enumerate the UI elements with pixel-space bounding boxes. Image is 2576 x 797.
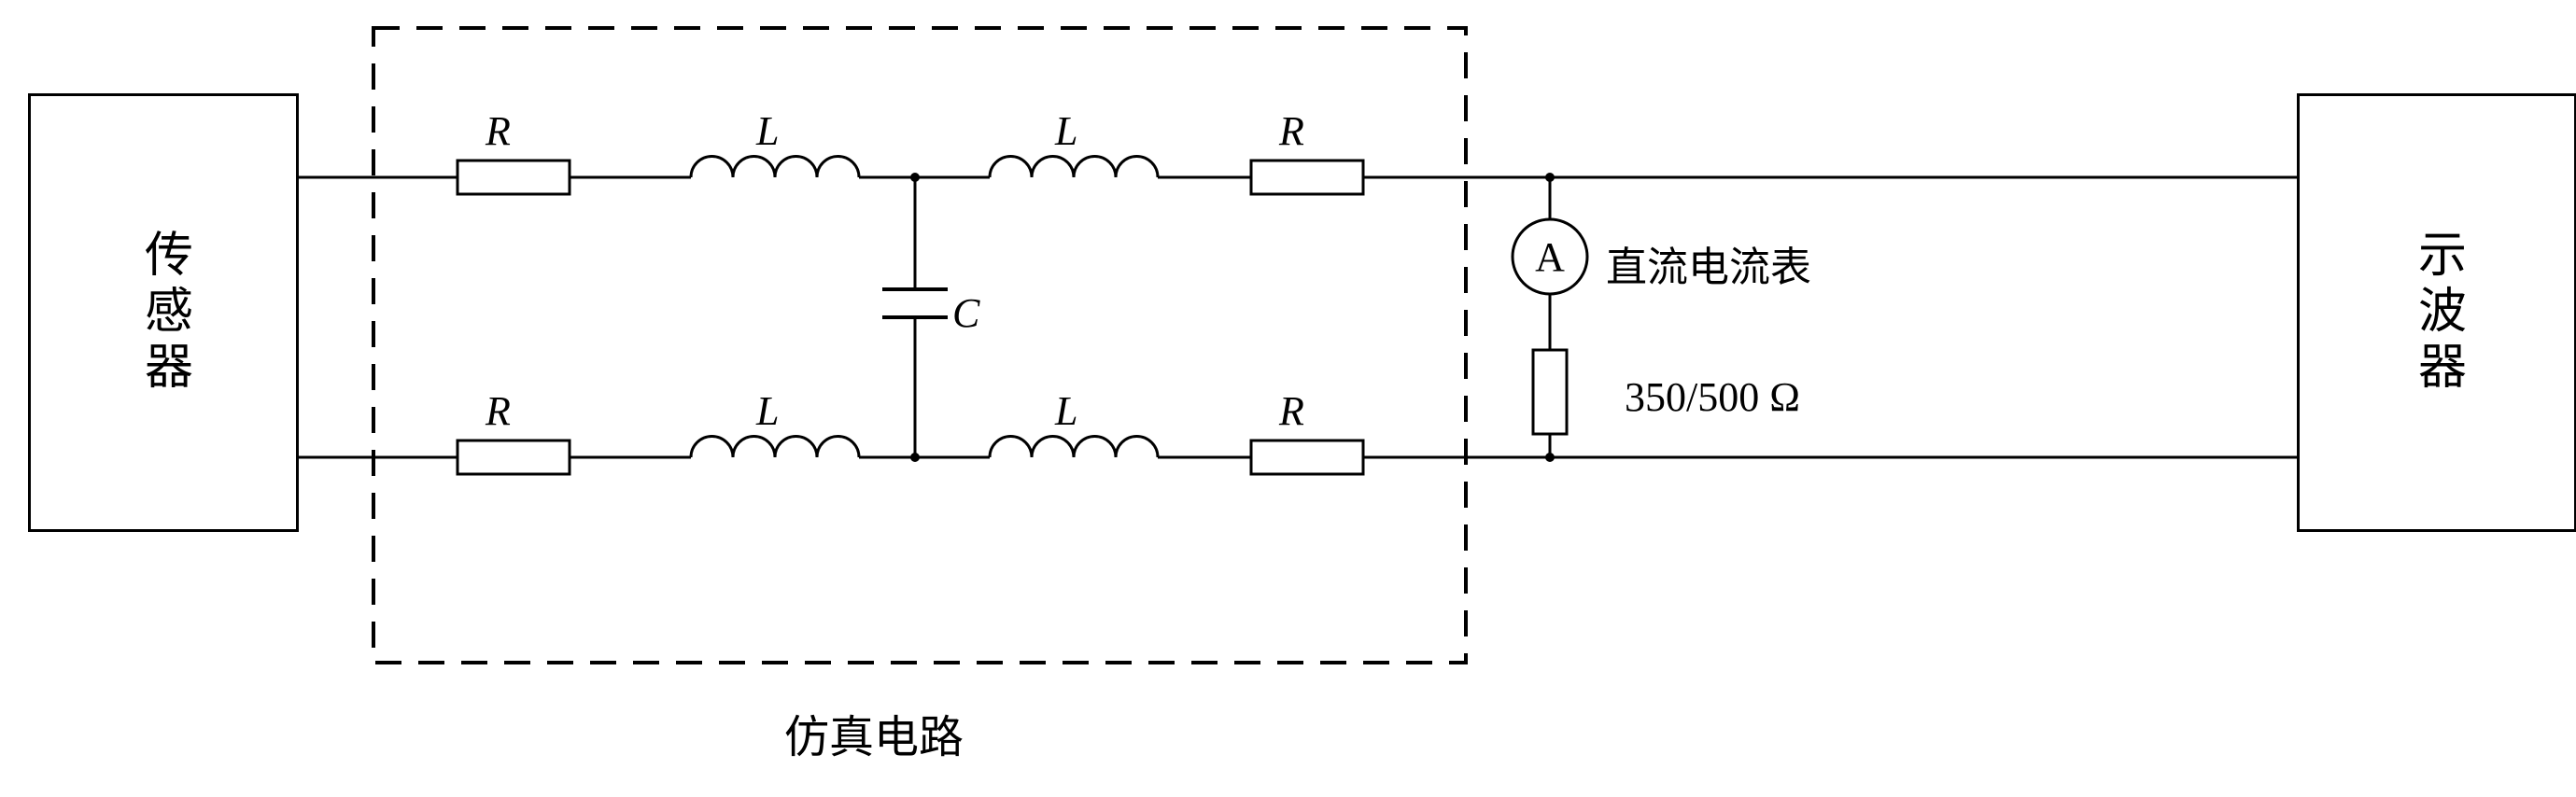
resistor-bot-right	[1251, 440, 1363, 474]
ammeter-letter: A	[1535, 234, 1565, 280]
inductor-top-left	[691, 157, 859, 178]
inductor-bot-right	[990, 437, 1158, 458]
label-L-tl: L	[756, 107, 779, 155]
resistor-top-left	[457, 161, 570, 194]
inductor-bot-left	[691, 437, 859, 458]
label-L-bl: L	[756, 387, 779, 435]
label-R-tr: R	[1279, 107, 1304, 155]
label-sim-circuit: 仿真电路	[784, 700, 964, 765]
label-C: C	[952, 289, 979, 337]
circuit-diagram: 传感器 示波器	[19, 19, 2576, 778]
load-resistor	[1533, 350, 1567, 434]
label-R-tl: R	[486, 107, 511, 155]
label-R-bl: R	[486, 387, 511, 435]
resistor-top-right	[1251, 161, 1363, 194]
label-ammeter: 直流电流表	[1606, 233, 1811, 293]
label-L-br: L	[1055, 387, 1077, 435]
label-L-tr: L	[1055, 107, 1077, 155]
inductor-top-right	[990, 157, 1158, 178]
label-R-br: R	[1279, 387, 1304, 435]
resistor-bot-left	[457, 440, 570, 474]
label-load-r: 350/500 Ω	[1625, 373, 1800, 421]
